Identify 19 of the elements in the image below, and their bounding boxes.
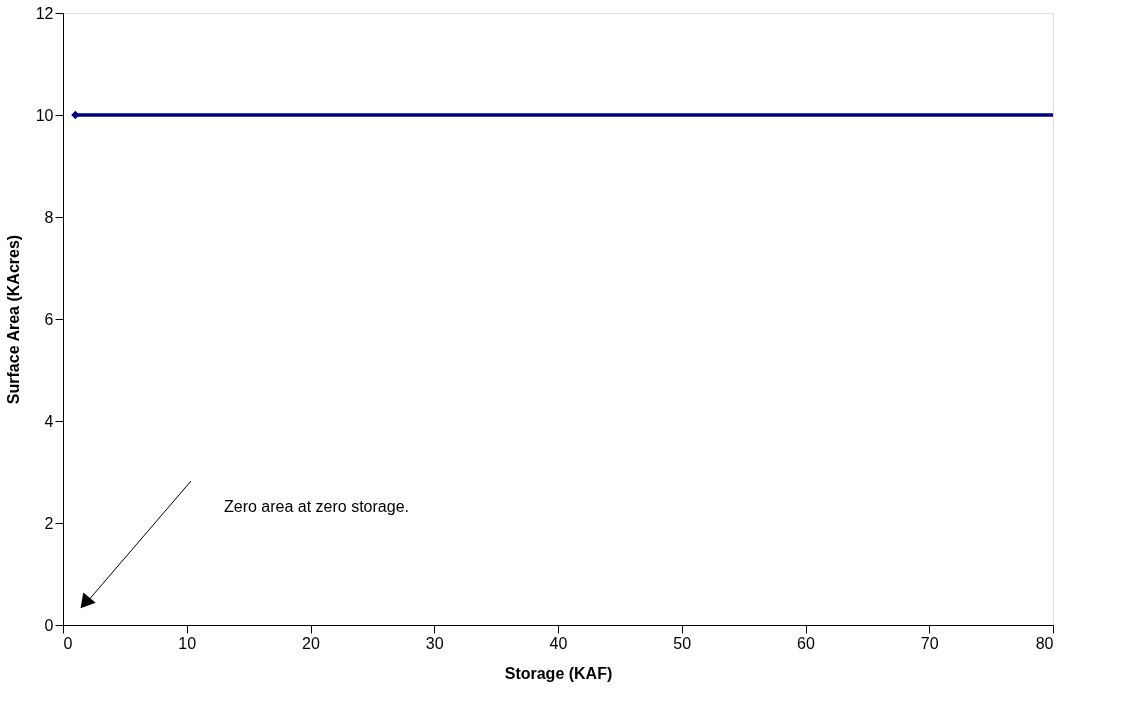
y-tick-label: 4	[44, 412, 54, 430]
y-tick-label: 12	[35, 4, 54, 22]
y-tick-label: 0	[44, 616, 54, 634]
y-tick-label: 2	[44, 514, 54, 532]
x-axis-title: Storage (KAF)	[504, 664, 613, 682]
y-tick-label: 6	[44, 310, 54, 328]
x-tick-label: 20	[302, 634, 320, 652]
x-tick-label: 0	[63, 634, 73, 652]
x-tick-label: 10	[178, 634, 197, 652]
y-tick-label: 8	[44, 208, 54, 226]
y-axis-title: Surface Area (KAcres)	[4, 234, 22, 405]
x-tick-label: 30	[425, 634, 444, 652]
x-tick-label: 40	[549, 634, 568, 652]
x-tick-label: 50	[673, 634, 692, 652]
y-tick-label: 10	[35, 106, 54, 124]
annotation: Zero area at zero storage.	[224, 498, 409, 515]
x-tick-label: 60	[797, 634, 815, 652]
x-tick-label: 70	[920, 634, 939, 652]
x-tick-label: 80	[1035, 634, 1054, 652]
